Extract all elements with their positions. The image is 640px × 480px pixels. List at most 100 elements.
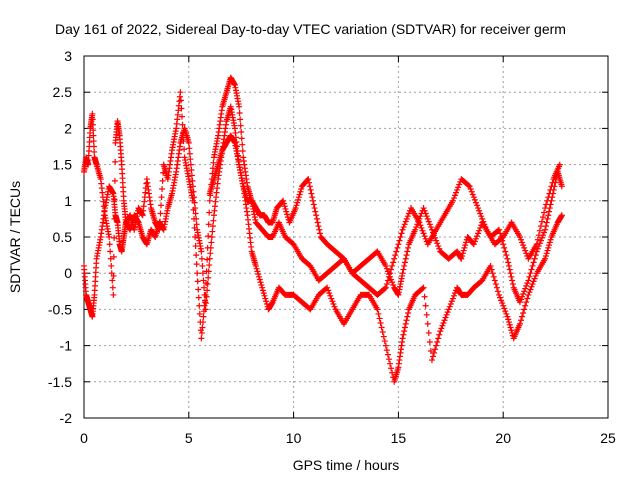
data-point <box>317 230 324 237</box>
data-point <box>546 239 553 246</box>
data-point <box>202 299 209 306</box>
data-point <box>159 186 166 193</box>
data-point <box>506 321 513 328</box>
data-point <box>187 156 194 163</box>
data-point <box>292 205 299 212</box>
y-tick-labels: -2 -1.5 -1 -0.5 0 0.5 1 1.5 2 2.5 3 <box>48 48 72 426</box>
data-point <box>399 335 406 342</box>
data-point <box>377 319 384 326</box>
data-point <box>89 121 96 128</box>
data-point <box>403 215 410 222</box>
data-point <box>205 268 212 275</box>
data-point <box>429 353 436 360</box>
data-point <box>422 210 429 217</box>
data-point <box>493 284 500 291</box>
data-point <box>198 248 205 255</box>
data-point <box>461 244 468 251</box>
data-point <box>236 103 243 110</box>
data-point <box>191 194 198 201</box>
data-point <box>529 262 536 269</box>
data-point <box>471 196 478 203</box>
data-point <box>401 221 408 228</box>
data-point <box>193 221 200 228</box>
data-point <box>91 148 98 155</box>
data-point <box>472 199 479 206</box>
data-point <box>455 184 462 191</box>
data-point <box>237 122 244 129</box>
data-point <box>509 281 516 288</box>
series-track-c <box>206 132 563 298</box>
data-point <box>316 226 323 233</box>
data-point <box>531 275 538 282</box>
data-point <box>383 281 390 288</box>
data-point <box>106 234 113 240</box>
data-point <box>459 253 466 260</box>
data-point <box>188 172 195 179</box>
data-point <box>89 110 96 117</box>
data-point <box>400 331 407 338</box>
data-point <box>556 161 563 168</box>
data-point <box>524 295 531 302</box>
data-point <box>525 277 532 284</box>
data-point <box>401 259 408 266</box>
data-point <box>421 207 428 214</box>
data-point <box>435 243 442 250</box>
data-point <box>311 205 318 212</box>
data-point <box>424 320 431 327</box>
data-point <box>542 253 549 260</box>
data-point <box>325 287 332 294</box>
data-point <box>541 209 548 216</box>
data-point <box>389 279 396 286</box>
data-point <box>496 226 503 233</box>
data-point <box>524 280 531 287</box>
data-point <box>549 179 556 186</box>
data-point <box>422 302 429 309</box>
data-point <box>283 208 290 215</box>
data-point <box>404 213 411 220</box>
data-point <box>522 285 529 292</box>
data-point <box>432 346 439 353</box>
data-point <box>331 303 338 310</box>
data-point <box>420 205 427 212</box>
data-point <box>516 234 523 240</box>
data-point <box>306 183 313 190</box>
data-point <box>385 273 392 280</box>
data-point <box>527 286 534 293</box>
data-point <box>449 197 456 204</box>
data-point <box>257 279 264 286</box>
data-point <box>177 89 184 96</box>
data-point <box>181 146 188 153</box>
data-point <box>477 224 484 231</box>
data-point <box>425 329 432 336</box>
data-point <box>472 235 479 242</box>
data-point <box>202 306 209 313</box>
data-point <box>198 329 205 336</box>
grid-lines <box>84 56 608 418</box>
data-point <box>314 219 321 226</box>
data-point <box>425 218 432 225</box>
data-point <box>397 234 404 240</box>
data-point <box>203 293 210 300</box>
data-point <box>439 322 446 329</box>
data-point <box>296 191 303 198</box>
data-point <box>193 252 200 259</box>
data-point <box>526 289 533 296</box>
data-point <box>462 239 469 246</box>
data-point <box>446 303 453 310</box>
x-tick-label: 15 <box>391 430 407 446</box>
data-point <box>396 237 403 244</box>
data-point <box>186 150 193 157</box>
y-axis-label: SDTVAR / TECUs <box>7 181 23 293</box>
data-point <box>502 248 509 255</box>
data-point <box>90 132 97 139</box>
data-point <box>330 300 337 307</box>
data-point <box>383 347 390 354</box>
y-tick-label: -1 <box>60 338 73 354</box>
data-point <box>490 273 497 280</box>
data-point <box>538 218 545 225</box>
data-point <box>507 270 514 277</box>
data-point <box>543 250 550 257</box>
data-point <box>497 230 504 237</box>
data-point <box>389 262 396 269</box>
